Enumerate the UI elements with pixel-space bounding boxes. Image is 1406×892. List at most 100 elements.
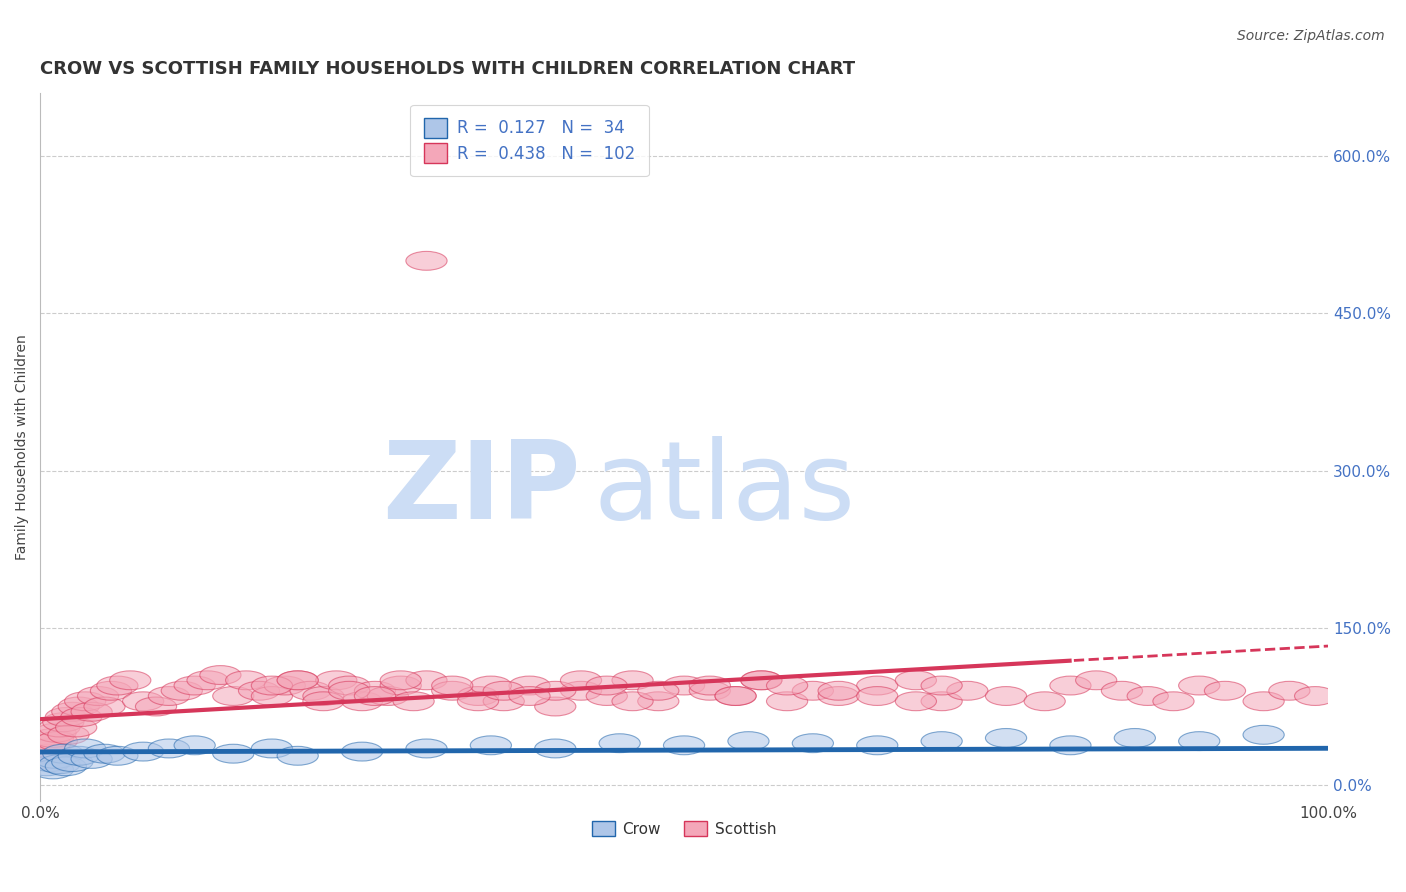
Ellipse shape (534, 697, 576, 716)
Ellipse shape (921, 731, 962, 750)
Ellipse shape (586, 676, 627, 695)
Ellipse shape (97, 676, 138, 695)
Ellipse shape (986, 729, 1026, 747)
Ellipse shape (58, 697, 100, 716)
Ellipse shape (342, 742, 382, 761)
Ellipse shape (37, 731, 77, 750)
Ellipse shape (380, 671, 422, 690)
Ellipse shape (58, 747, 100, 765)
Ellipse shape (200, 665, 240, 684)
Ellipse shape (122, 692, 163, 711)
Ellipse shape (48, 725, 89, 744)
Ellipse shape (1178, 676, 1220, 695)
Ellipse shape (252, 676, 292, 695)
Ellipse shape (664, 736, 704, 755)
Legend: Crow, Scottish: Crow, Scottish (586, 814, 782, 843)
Ellipse shape (45, 756, 87, 776)
Ellipse shape (25, 744, 67, 764)
Ellipse shape (97, 747, 138, 765)
Ellipse shape (470, 676, 512, 695)
Ellipse shape (1243, 725, 1284, 744)
Ellipse shape (56, 718, 97, 737)
Ellipse shape (329, 676, 370, 695)
Text: Source: ZipAtlas.com: Source: ZipAtlas.com (1237, 29, 1385, 43)
Ellipse shape (72, 749, 112, 768)
Ellipse shape (921, 676, 962, 695)
Ellipse shape (457, 692, 499, 711)
Ellipse shape (1178, 731, 1220, 750)
Ellipse shape (509, 687, 550, 706)
Ellipse shape (470, 736, 512, 755)
Ellipse shape (766, 676, 807, 695)
Ellipse shape (212, 744, 254, 764)
Ellipse shape (148, 687, 190, 706)
Ellipse shape (1128, 687, 1168, 706)
Ellipse shape (302, 692, 344, 711)
Ellipse shape (689, 681, 731, 700)
Ellipse shape (25, 756, 67, 776)
Ellipse shape (818, 681, 859, 700)
Ellipse shape (586, 687, 627, 706)
Ellipse shape (329, 681, 370, 700)
Ellipse shape (432, 676, 472, 695)
Ellipse shape (110, 671, 150, 690)
Ellipse shape (252, 687, 292, 706)
Ellipse shape (65, 692, 105, 711)
Ellipse shape (367, 687, 409, 706)
Ellipse shape (638, 681, 679, 700)
Ellipse shape (354, 681, 395, 700)
Ellipse shape (342, 692, 382, 711)
Ellipse shape (561, 671, 602, 690)
Ellipse shape (1076, 671, 1116, 690)
Ellipse shape (1268, 681, 1310, 700)
Ellipse shape (946, 681, 988, 700)
Ellipse shape (77, 687, 118, 706)
Ellipse shape (162, 681, 202, 700)
Ellipse shape (24, 749, 65, 768)
Ellipse shape (638, 692, 679, 711)
Ellipse shape (30, 734, 72, 753)
Y-axis label: Family Households with Children: Family Households with Children (15, 334, 30, 560)
Ellipse shape (1153, 692, 1194, 711)
Ellipse shape (856, 676, 898, 695)
Ellipse shape (72, 702, 112, 722)
Ellipse shape (39, 718, 80, 737)
Ellipse shape (122, 742, 163, 761)
Ellipse shape (741, 671, 782, 690)
Ellipse shape (212, 687, 254, 706)
Ellipse shape (52, 753, 93, 772)
Ellipse shape (277, 671, 318, 690)
Ellipse shape (52, 702, 93, 722)
Ellipse shape (316, 671, 357, 690)
Ellipse shape (30, 753, 72, 772)
Ellipse shape (484, 681, 524, 700)
Ellipse shape (792, 734, 834, 753)
Ellipse shape (354, 687, 395, 706)
Ellipse shape (689, 676, 731, 695)
Ellipse shape (561, 681, 602, 700)
Ellipse shape (277, 671, 318, 690)
Ellipse shape (60, 707, 101, 726)
Ellipse shape (290, 681, 332, 700)
Ellipse shape (406, 671, 447, 690)
Ellipse shape (42, 713, 84, 731)
Ellipse shape (302, 687, 344, 706)
Ellipse shape (148, 739, 190, 758)
Ellipse shape (406, 252, 447, 270)
Ellipse shape (986, 687, 1026, 706)
Ellipse shape (380, 676, 422, 695)
Ellipse shape (32, 729, 73, 747)
Ellipse shape (225, 671, 267, 690)
Ellipse shape (534, 739, 576, 758)
Ellipse shape (84, 744, 125, 764)
Ellipse shape (716, 687, 756, 706)
Ellipse shape (599, 734, 640, 753)
Ellipse shape (457, 687, 499, 706)
Ellipse shape (1024, 692, 1066, 711)
Ellipse shape (174, 736, 215, 755)
Ellipse shape (65, 739, 105, 758)
Ellipse shape (896, 671, 936, 690)
Ellipse shape (252, 739, 292, 758)
Ellipse shape (1114, 729, 1156, 747)
Text: atlas: atlas (593, 436, 856, 542)
